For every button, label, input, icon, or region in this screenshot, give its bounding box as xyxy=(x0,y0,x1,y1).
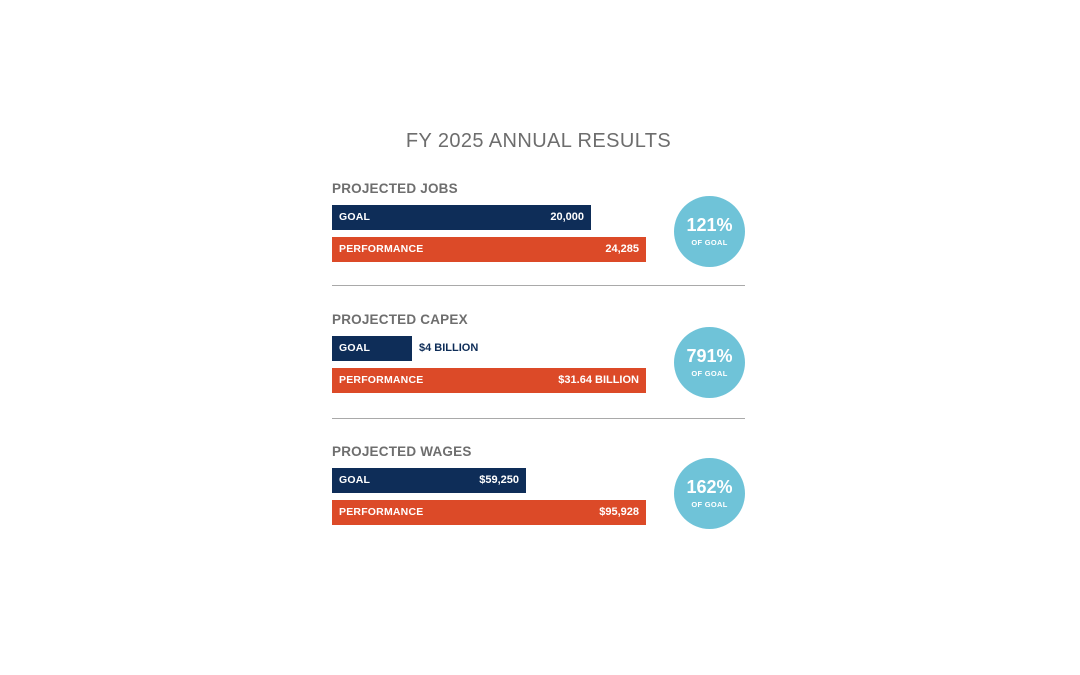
goal-label: GOAL xyxy=(339,211,371,223)
percent-caption: OF GOAL xyxy=(691,369,728,378)
percent-badge: 791% OF GOAL xyxy=(674,327,745,398)
goal-bar: GOAL $59,250 xyxy=(332,468,526,493)
performance-bar: PERFORMANCE $95,928 xyxy=(332,500,646,525)
page-title: FY 2025 ANNUAL RESULTS xyxy=(405,130,672,152)
performance-label: PERFORMANCE xyxy=(339,243,424,255)
percent-value: 162% xyxy=(686,477,733,497)
performance-value: $95,928 xyxy=(599,506,639,518)
goal-label: GOAL xyxy=(339,474,371,486)
performance-value: $31.64 BILLION xyxy=(558,374,639,386)
section-title: PROJECTED CAPEX xyxy=(332,312,468,327)
jobs-section: PROJECTED JOBS GOAL 20,000 PERFORMANCE 2… xyxy=(332,181,745,291)
goal-value: $4 BILLION xyxy=(419,342,479,354)
performance-label: PERFORMANCE xyxy=(339,506,424,518)
goal-value: 20,000 xyxy=(550,211,584,223)
percent-badge: 162% OF GOAL xyxy=(674,458,745,529)
percent-caption: OF GOAL xyxy=(691,500,728,509)
section-title: PROJECTED WAGES xyxy=(332,444,472,459)
goal-label: GOAL xyxy=(339,342,371,354)
wages-section: PROJECTED WAGES GOAL $59,250 PERFORMANCE… xyxy=(332,444,745,554)
section-divider xyxy=(332,285,745,286)
goal-bar: GOAL 20,000 xyxy=(332,205,591,230)
goal-value: $59,250 xyxy=(479,474,519,486)
percent-value: 121% xyxy=(686,215,733,235)
capex-section: PROJECTED CAPEX GOAL $4 BILLION PERFORMA… xyxy=(332,312,745,422)
goal-bar: GOAL $4 BILLION xyxy=(332,336,478,361)
section-title: PROJECTED JOBS xyxy=(332,181,458,196)
percent-value: 791% xyxy=(686,346,733,366)
percent-caption: OF GOAL xyxy=(691,238,728,247)
performance-value: 24,285 xyxy=(605,243,639,255)
performance-bar: PERFORMANCE $31.64 BILLION xyxy=(332,368,646,393)
performance-label: PERFORMANCE xyxy=(339,374,424,386)
performance-bar: PERFORMANCE 24,285 xyxy=(332,237,646,262)
percent-badge: 121% OF GOAL xyxy=(674,196,745,267)
section-divider xyxy=(332,418,745,419)
